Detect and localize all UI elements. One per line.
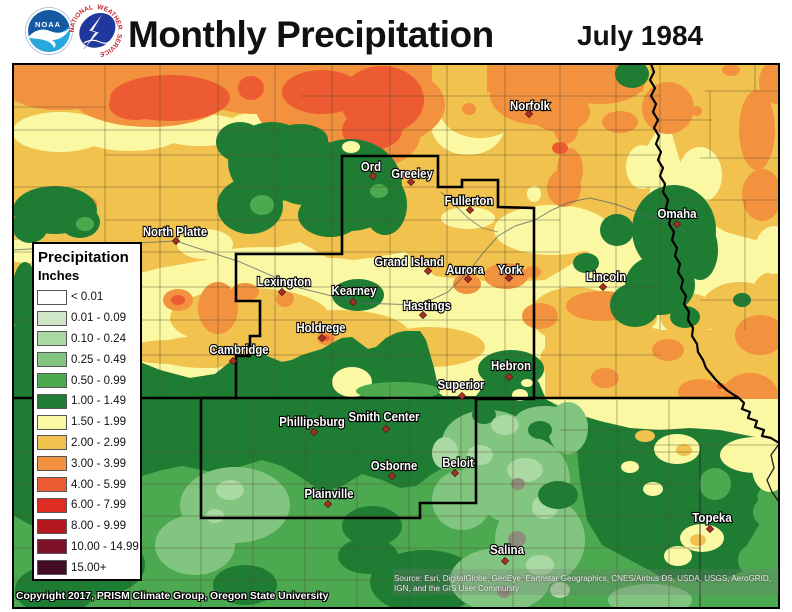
svg-text:Holdrege: Holdrege: [296, 320, 345, 335]
svg-text:Fullerton: Fullerton: [445, 193, 494, 208]
svg-text:Hastings: Hastings: [403, 298, 451, 313]
svg-text:Phillipsburg: Phillipsburg: [279, 414, 345, 429]
svg-text:Grand Island: Grand Island: [374, 254, 443, 269]
svg-text:Smith Center: Smith Center: [349, 409, 420, 424]
svg-text:Osborne: Osborne: [371, 458, 418, 473]
svg-text:Greeley: Greeley: [391, 166, 433, 181]
svg-text:Plainville: Plainville: [304, 486, 353, 501]
svg-text:Hebron: Hebron: [491, 358, 531, 373]
svg-text:Topeka: Topeka: [692, 510, 732, 525]
svg-text:North Platte: North Platte: [143, 224, 207, 239]
svg-text:Cambridge: Cambridge: [209, 342, 268, 357]
svg-text:NOAA: NOAA: [35, 20, 61, 29]
svg-text:Kearney: Kearney: [332, 283, 377, 298]
svg-text:Omaha: Omaha: [657, 206, 697, 221]
svg-text:Lincoln: Lincoln: [586, 269, 626, 284]
svg-text:Superior: Superior: [438, 377, 485, 392]
svg-text:Norfolk: Norfolk: [510, 98, 550, 113]
svg-text:Aurora: Aurora: [446, 262, 484, 277]
svg-text:Ord: Ord: [361, 159, 381, 174]
svg-text:Salina: Salina: [490, 542, 525, 557]
svg-text:Beloit: Beloit: [442, 455, 474, 470]
svg-text:Lexington: Lexington: [257, 274, 311, 289]
svg-text:York: York: [498, 262, 523, 277]
